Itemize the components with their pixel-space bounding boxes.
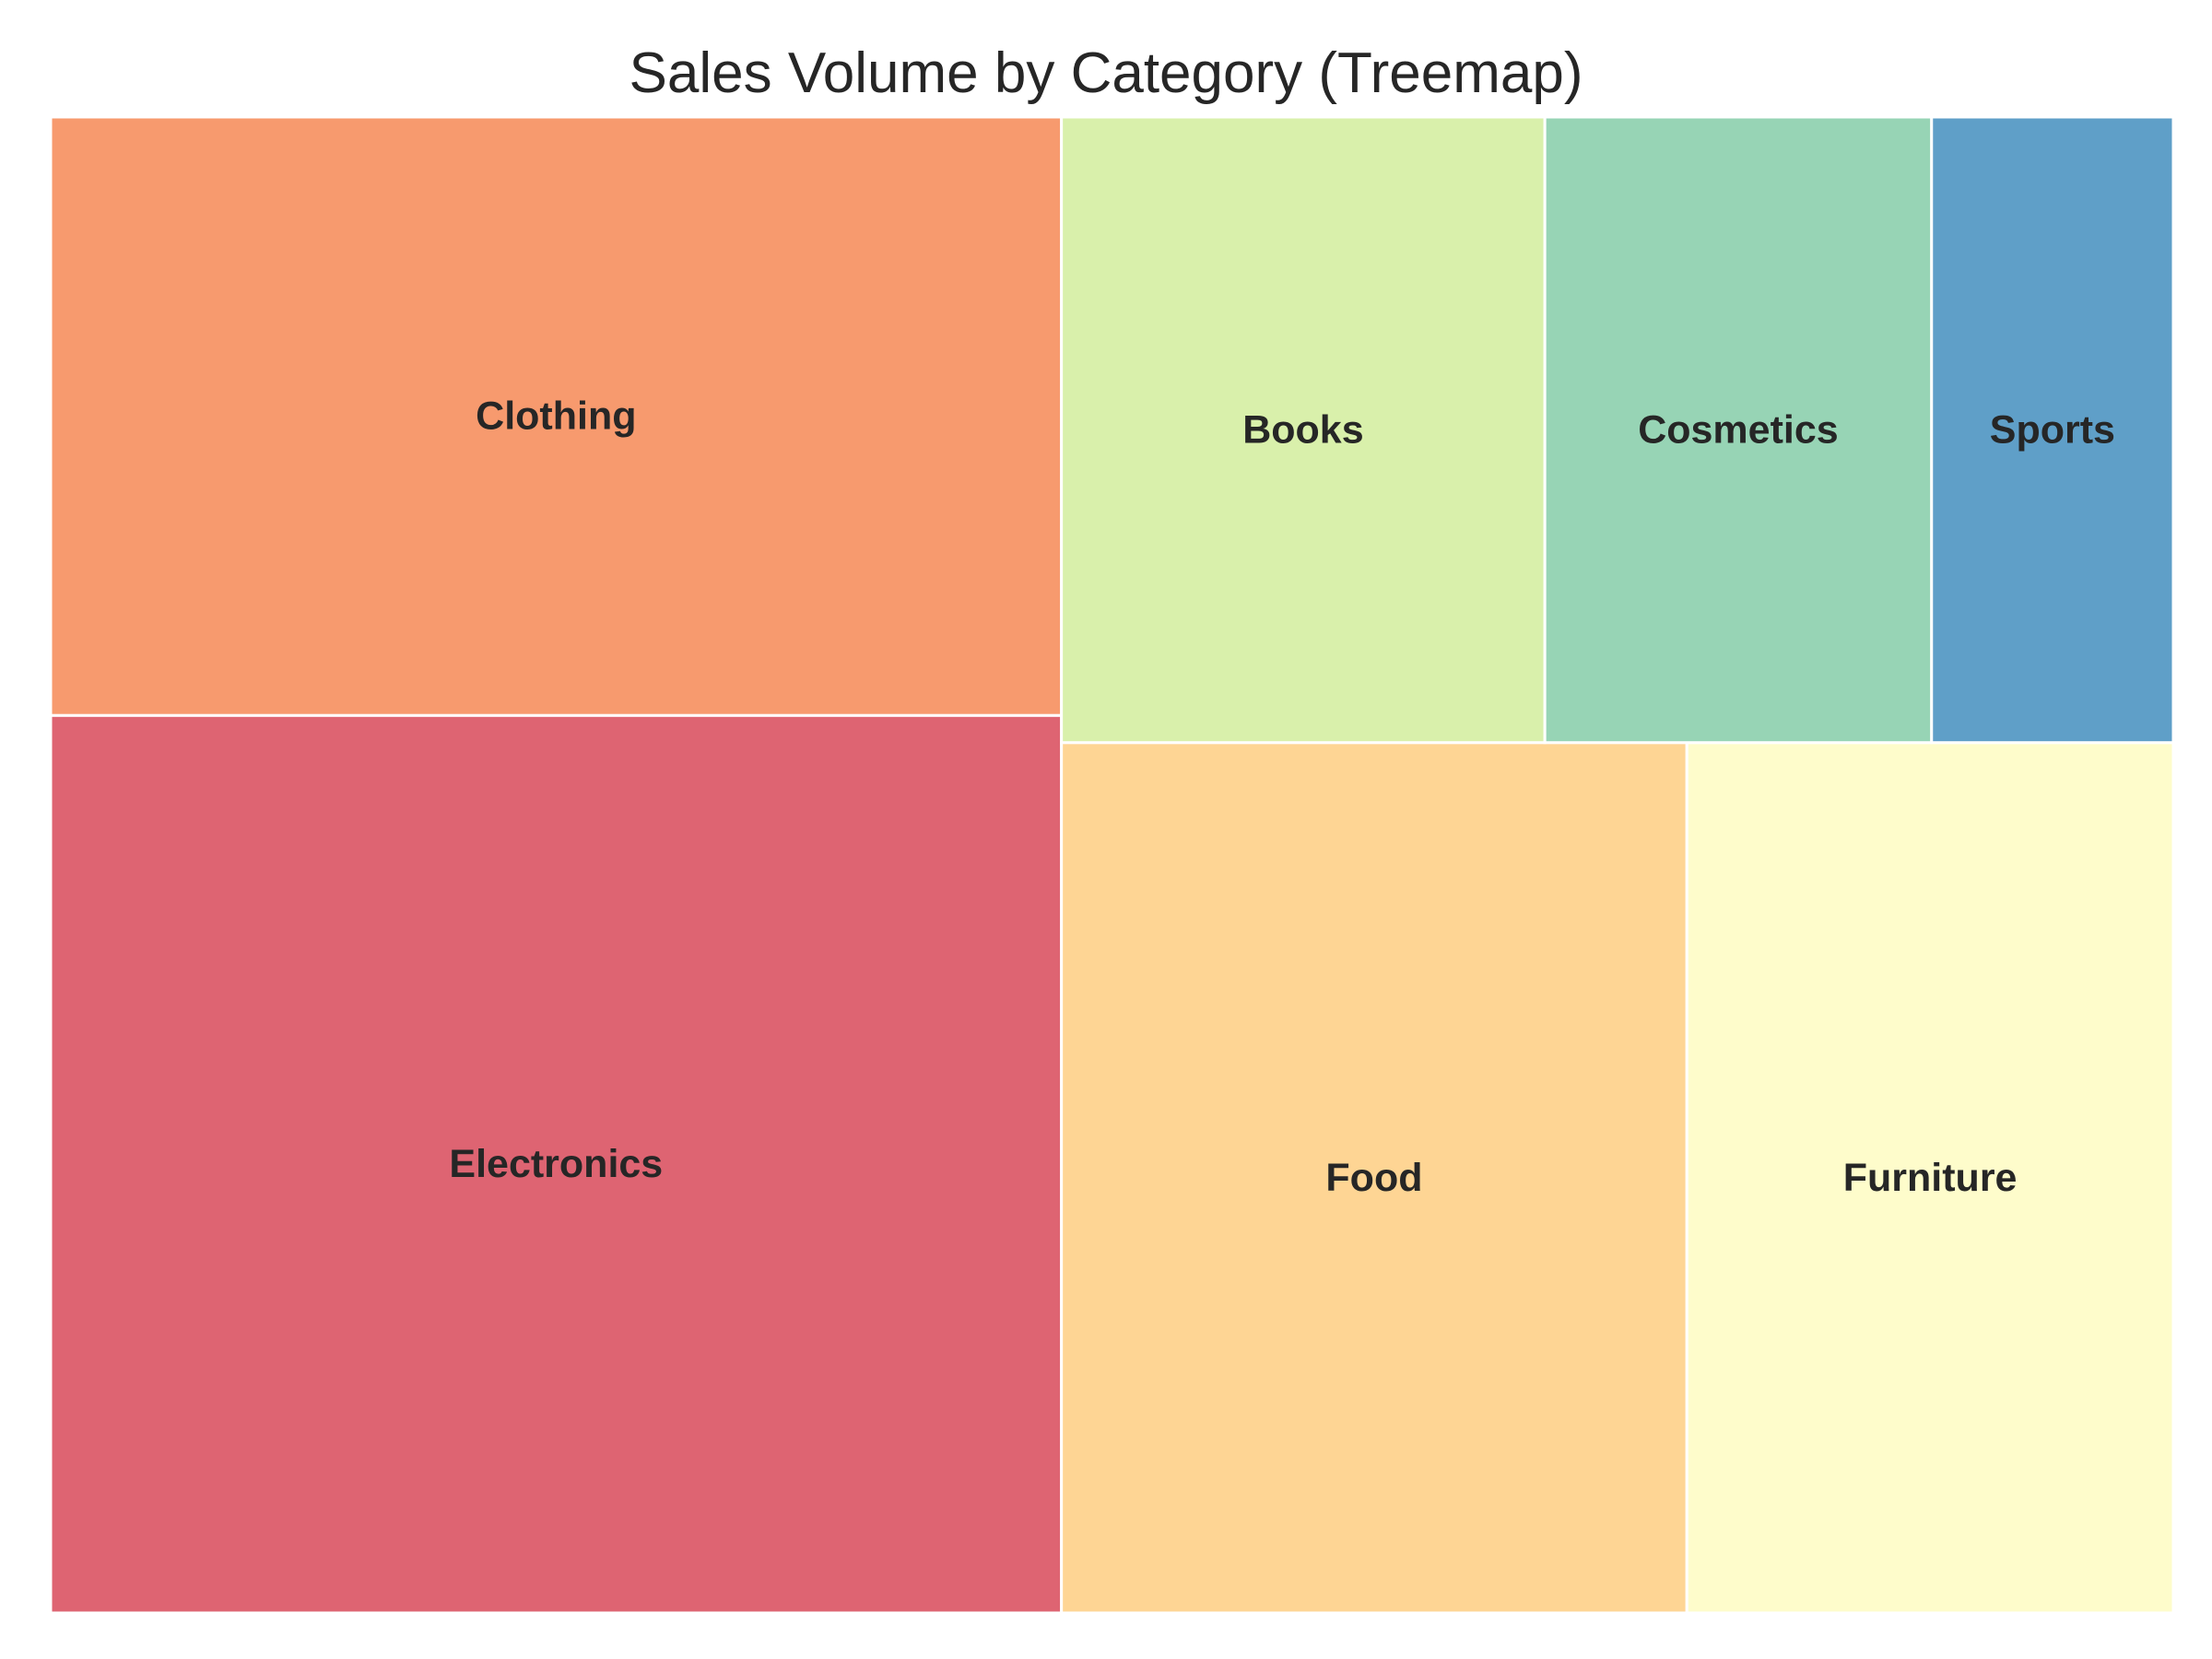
tile-label-electronics: Electronics [449,1142,663,1186]
treemap-labels: Electronics Clothing Food Furniture Books Cos… [449,394,2115,1200]
tile-sports [1930,115,2175,745]
tile-label-cosmetics: Cosmetics [1638,407,1838,452]
treemap-tiles [49,115,2175,1615]
tile-label-furniture: Furniture [1843,1156,2018,1200]
chart-title: Sales Volume by Category (Treemap) [629,41,1583,105]
tile-label-clothing: Clothing [476,394,636,439]
tile-cosmetics [1543,115,1934,745]
tile-electronics [49,713,1064,1615]
tile-books [1060,115,1547,745]
tile-clothing [49,115,1064,717]
tile-label-sports: Sports [1990,407,2115,452]
tile-label-food: Food [1325,1156,1422,1200]
tile-food [1060,741,1688,1615]
tile-furniture [1685,741,2175,1615]
tile-label-books: Books [1242,407,1363,452]
